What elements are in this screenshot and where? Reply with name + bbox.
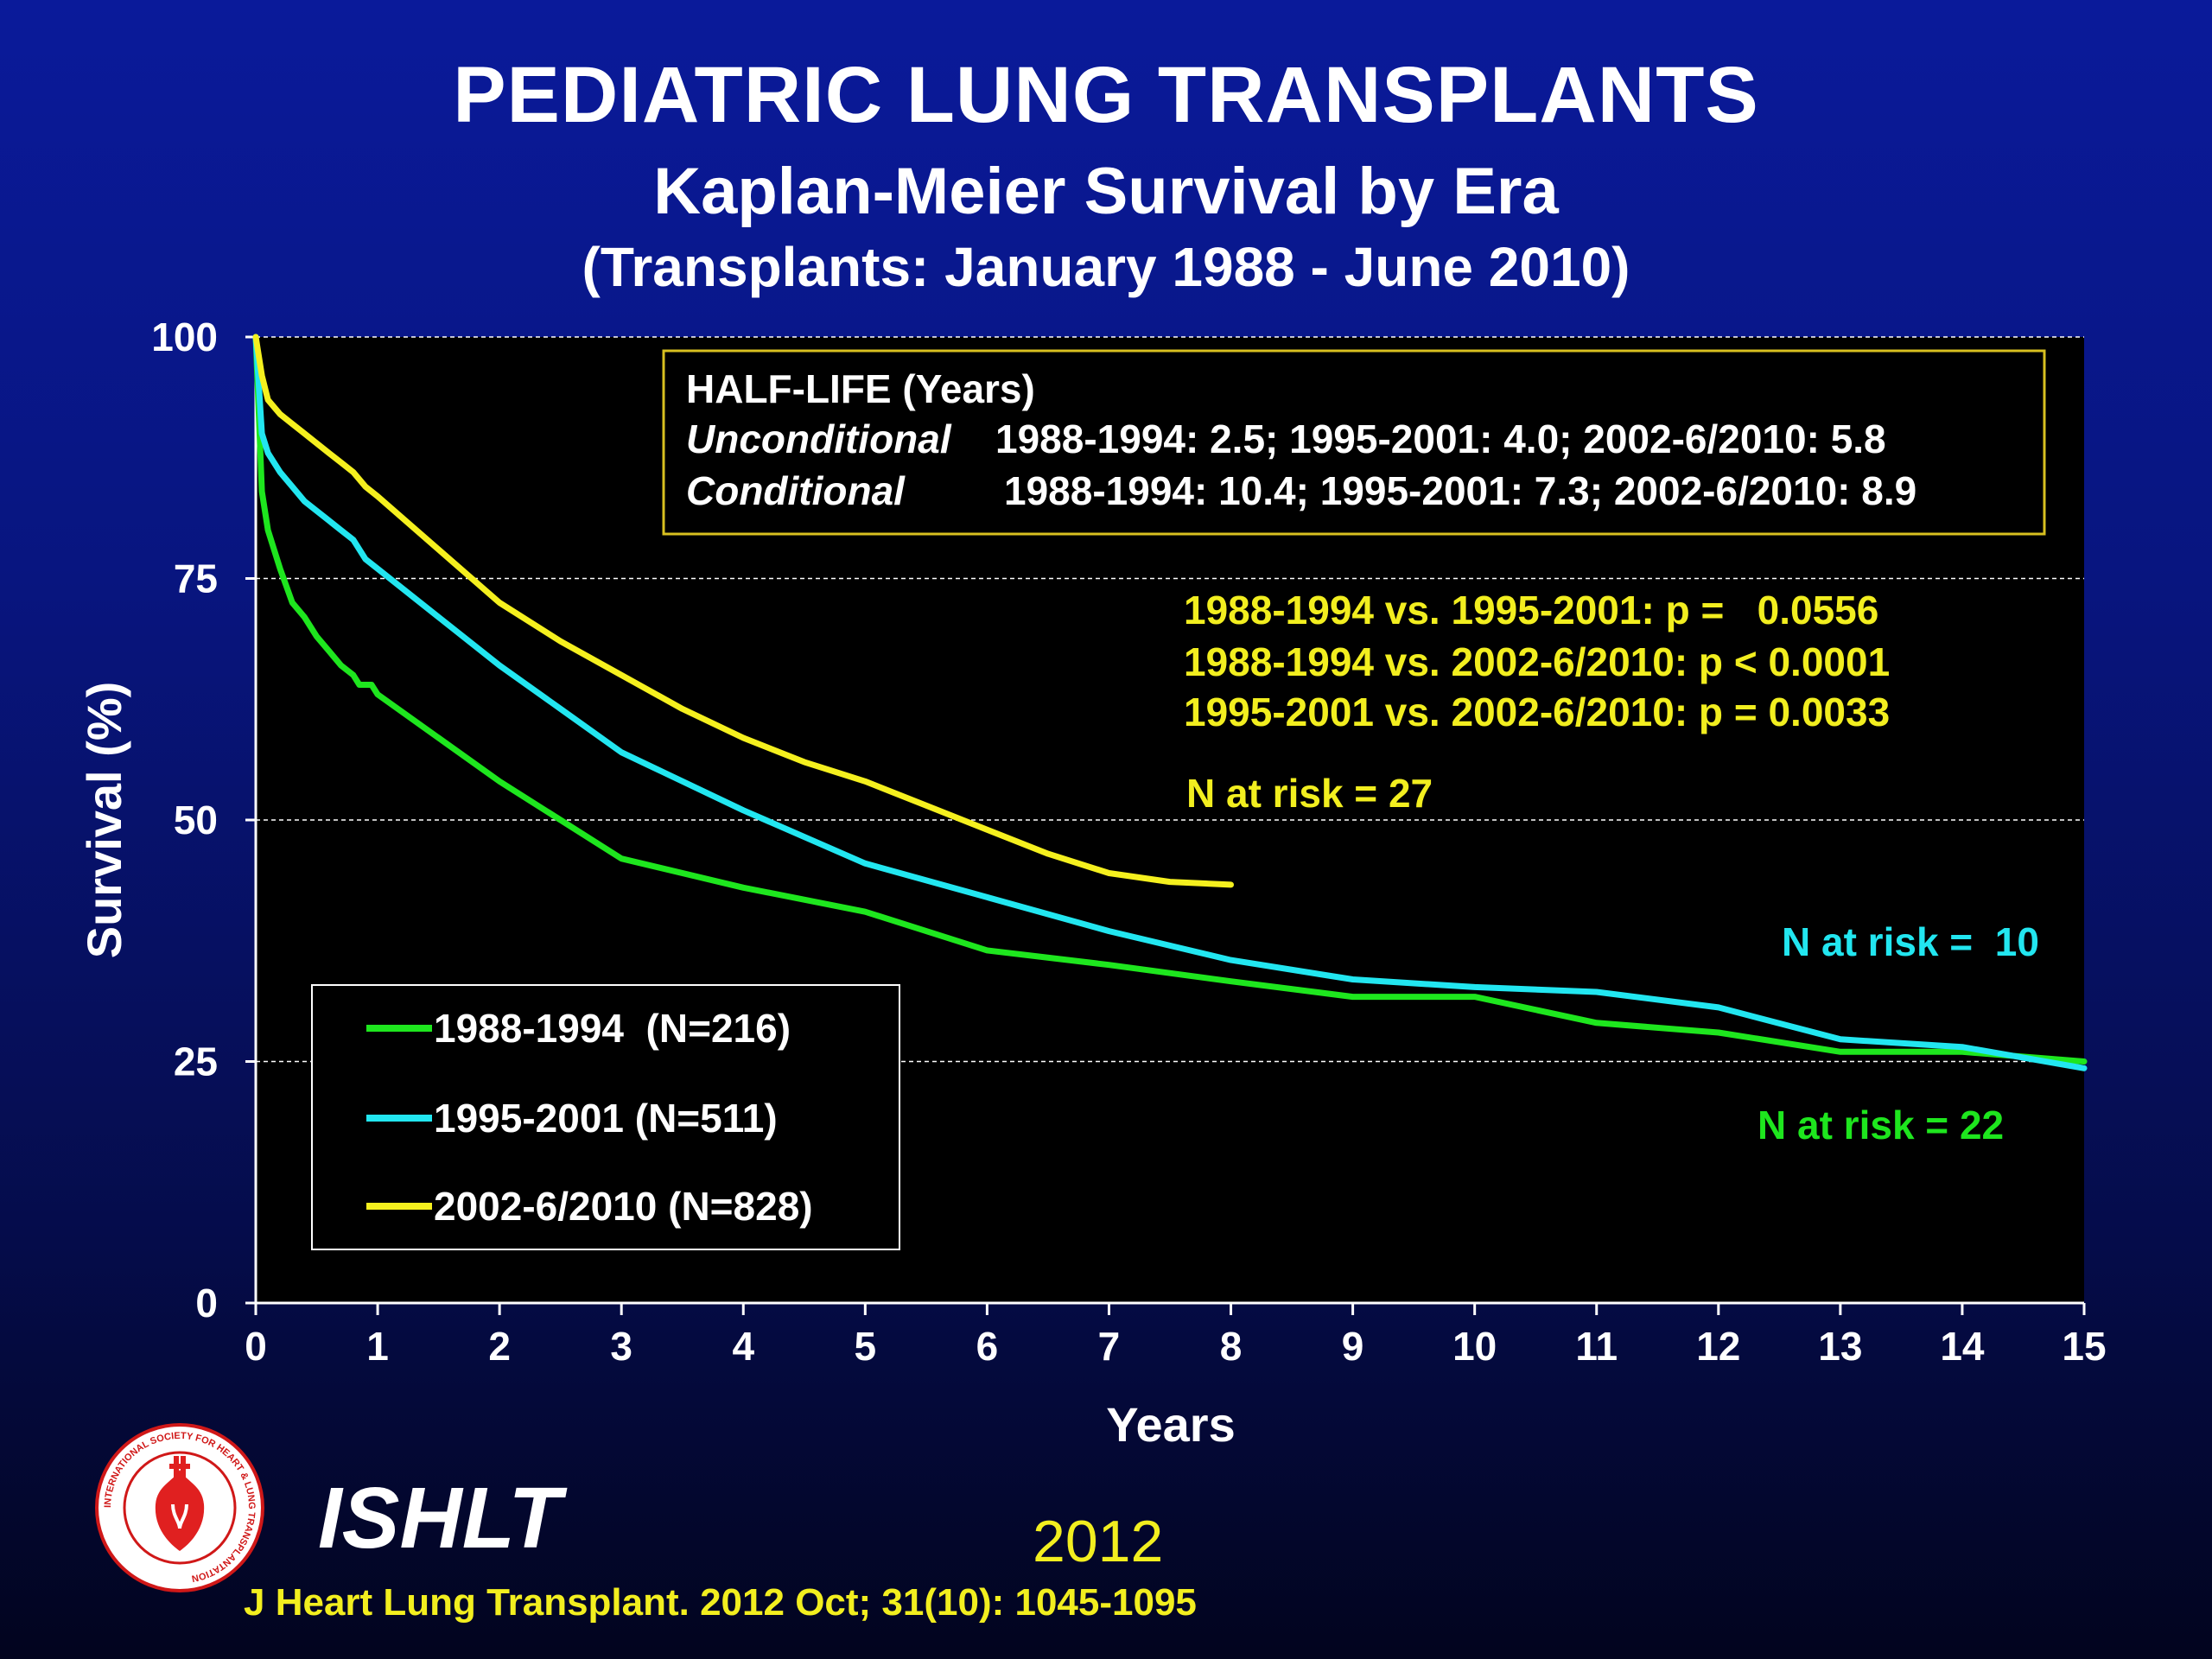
- x-tick-label: 1: [366, 1324, 389, 1369]
- x-tick-label: 7: [1098, 1324, 1121, 1369]
- series-line-2: [252, 334, 1234, 888]
- y-tick-label: 50: [174, 798, 218, 842]
- legend: 1988-1994 (N=216) 1995-2001 (N=511) 2002…: [311, 984, 900, 1250]
- y-tick-label: 25: [174, 1039, 218, 1084]
- conditional-label: Conditional: [686, 468, 906, 513]
- x-tick-label: 0: [245, 1324, 267, 1369]
- series-line-0: [252, 334, 2088, 1065]
- conditional-values: 1988-1994: 10.4; 1995-2001: 7.3; 2002-6/…: [1004, 468, 1916, 513]
- ishlt-brand: ISHLT: [318, 1470, 562, 1567]
- series-lines: [252, 334, 2088, 1071]
- y-tick-label: 100: [151, 315, 218, 359]
- chart-date-range: (Transplants: January 1988 - June 2010): [582, 236, 1630, 298]
- unconditional-label: Unconditional: [686, 416, 952, 461]
- y-axis-label: Survival (%): [77, 682, 131, 959]
- x-tick-label: 2: [488, 1324, 511, 1369]
- citation: J Heart Lung Transplant. 2012 Oct; 31(10…: [244, 1581, 1197, 1624]
- y-tick-label: 0: [195, 1281, 218, 1325]
- x-tick-label: 9: [1342, 1324, 1364, 1369]
- risk-label-cyan: N at risk = 10: [1782, 919, 2039, 964]
- x-tick-label: 12: [1696, 1324, 1740, 1369]
- half-life-box: HALF-LIFE (Years) Unconditional 1988-199…: [662, 349, 2046, 536]
- half-life-frame: [662, 349, 2046, 536]
- legend-label-1995: 1995-2001 (N=511): [434, 1096, 778, 1141]
- x-tick-label: 15: [2062, 1324, 2106, 1369]
- ishlt-logo: INTERNATIONAL SOCIETY FOR HEART & LUNG T…: [95, 1423, 264, 1592]
- x-tick-label: 10: [1452, 1324, 1497, 1369]
- legend-label-1988: 1988-1994 (N=216): [434, 1006, 791, 1051]
- x-tick-label: 11: [1575, 1324, 1618, 1369]
- page-title: PEDIATRIC LUNG TRANSPLANTS: [453, 51, 1759, 139]
- chart-subtitle: Kaplan-Meier Survival by Era: [653, 155, 1559, 228]
- x-axis-label: Years: [1106, 1397, 1236, 1452]
- pvalue-2: 1988-1994 vs. 2002-6/2010: p < 0.0001: [1184, 639, 1890, 684]
- risk-label-green: N at risk = 22: [1758, 1103, 2004, 1147]
- x-ticks: 0 1 2 3 4 5 6 7 8 9 10 11 12 13 14 15: [245, 1303, 2107, 1369]
- x-tick-label: 14: [1940, 1324, 1985, 1369]
- risk-label-yellow: N at risk = 27: [1186, 771, 1433, 816]
- x-tick-label: 13: [1818, 1324, 1862, 1369]
- x-tick-label: 4: [732, 1324, 754, 1369]
- x-tick-label: 5: [855, 1324, 877, 1369]
- heart-lung-icon: [155, 1456, 205, 1551]
- y-tick-label: 75: [174, 556, 218, 601]
- y-ticks: 0 25 50 75 100: [151, 315, 256, 1325]
- publication-year: 2012: [1033, 1509, 1164, 1574]
- x-tick-label: 3: [610, 1324, 632, 1369]
- legend-label-2002: 2002-6/2010 (N=828): [434, 1184, 813, 1229]
- pvalue-3: 1995-2001 vs. 2002-6/2010: p = 0.0033: [1184, 690, 1890, 734]
- series-line-1: [252, 334, 2088, 1071]
- half-life-title: HALF-LIFE (Years): [686, 366, 1035, 411]
- pvalue-1: 1988-1994 vs. 1995-2001: p = 0.0556: [1184, 588, 1878, 632]
- x-tick-label: 6: [976, 1324, 999, 1369]
- x-tick-label: 8: [1220, 1324, 1243, 1369]
- unconditional-values: 1988-1994: 2.5; 1995-2001: 4.0; 2002-6/2…: [995, 416, 1886, 461]
